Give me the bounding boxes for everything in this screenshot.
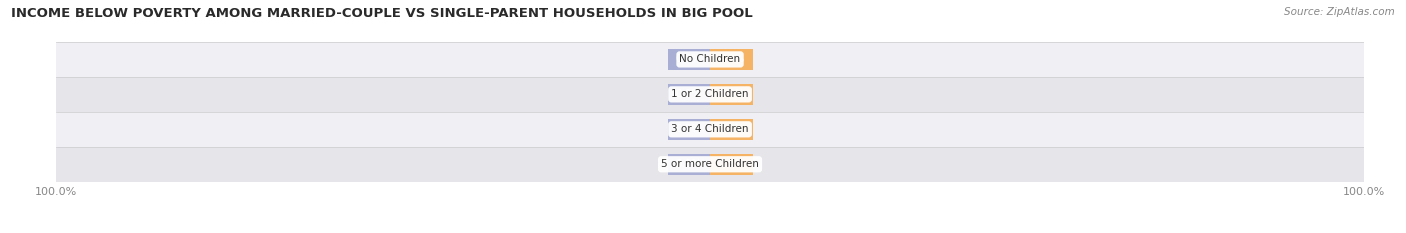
Text: 0.0%: 0.0% [718, 159, 744, 169]
Legend: Married Couples, Single Parents: Married Couples, Single Parents [602, 230, 818, 233]
Text: 5 or more Children: 5 or more Children [661, 159, 759, 169]
Text: 1 or 2 Children: 1 or 2 Children [671, 89, 749, 99]
Text: No Children: No Children [679, 55, 741, 64]
Text: 0.0%: 0.0% [718, 124, 744, 134]
Bar [668, 119, 710, 140]
Text: 0.0%: 0.0% [676, 89, 702, 99]
Bar [56, 112, 1364, 147]
Text: 3 or 4 Children: 3 or 4 Children [671, 124, 749, 134]
Text: 0.0%: 0.0% [676, 159, 702, 169]
Text: 0.0%: 0.0% [676, 55, 702, 64]
Text: Source: ZipAtlas.com: Source: ZipAtlas.com [1284, 7, 1395, 17]
Text: 0.0%: 0.0% [676, 124, 702, 134]
Bar [710, 119, 752, 140]
Bar [56, 42, 1364, 77]
Bar [56, 77, 1364, 112]
Bar [668, 49, 710, 70]
Bar [668, 154, 710, 175]
Text: 0.0%: 0.0% [718, 55, 744, 64]
Bar [710, 84, 752, 105]
Text: INCOME BELOW POVERTY AMONG MARRIED-COUPLE VS SINGLE-PARENT HOUSEHOLDS IN BIG POO: INCOME BELOW POVERTY AMONG MARRIED-COUPL… [11, 7, 754, 20]
Bar [710, 154, 752, 175]
Bar [710, 49, 752, 70]
Text: 0.0%: 0.0% [718, 89, 744, 99]
Bar [668, 84, 710, 105]
Bar [56, 147, 1364, 182]
